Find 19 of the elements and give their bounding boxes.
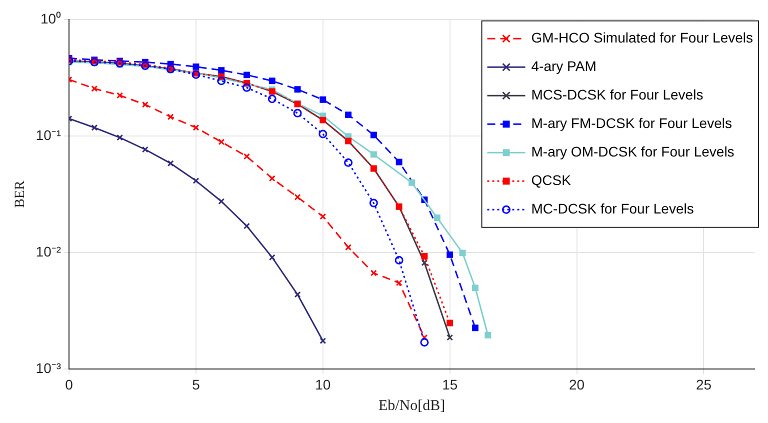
x-axis-title: Eb/No[dB]	[378, 398, 446, 414]
legend-label: QCSK	[531, 172, 572, 188]
legend-label: MC-DCSK for Four Levels	[531, 200, 694, 217]
legend-label: 4-ary PAM	[531, 58, 596, 74]
x-tick-label: 20	[569, 376, 585, 392]
legend-label: MCS-DCSK for Four Levels	[531, 86, 704, 103]
y-axis-title: BER	[13, 180, 28, 208]
x-tick-label: 0	[65, 376, 74, 392]
legend-label: M-ary FM-DCSK for Four Levels	[531, 115, 732, 132]
y-tick-label: 10⁻³	[36, 360, 62, 376]
legend-label: M-ary OM-DCSK for Four Levels	[531, 144, 734, 160]
y-tick-label: 10⁻¹	[36, 126, 62, 143]
y-tick-label: 10⁰	[40, 10, 62, 26]
y-tick-label: 10⁻²	[36, 243, 62, 260]
x-tick-label: 5	[192, 376, 200, 392]
legend-label: GM-HCO Simulated for Four Levels	[531, 30, 754, 46]
x-tick-label: 25	[696, 376, 712, 392]
x-tick-label: 10	[315, 376, 331, 392]
x-tick-label: 15	[442, 376, 458, 392]
